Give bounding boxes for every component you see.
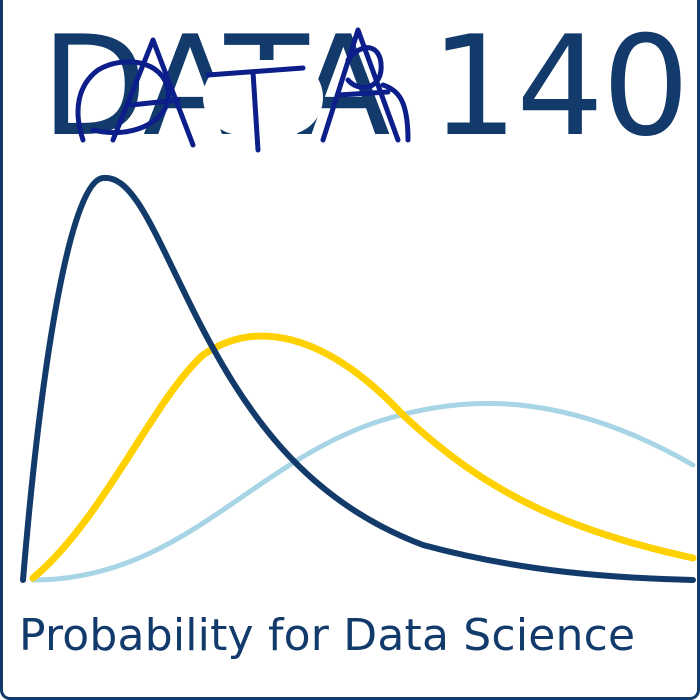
course-subtitle: Probability for Data Science (19, 610, 636, 661)
handwritten-overlay-icon (75, 27, 411, 153)
gold-curve (29, 332, 697, 582)
navy-curve (20, 174, 696, 583)
title-area: DATA 140 (3, 0, 697, 175)
light-blue-curve (30, 401, 696, 583)
distribution-curves-icon (20, 174, 697, 583)
